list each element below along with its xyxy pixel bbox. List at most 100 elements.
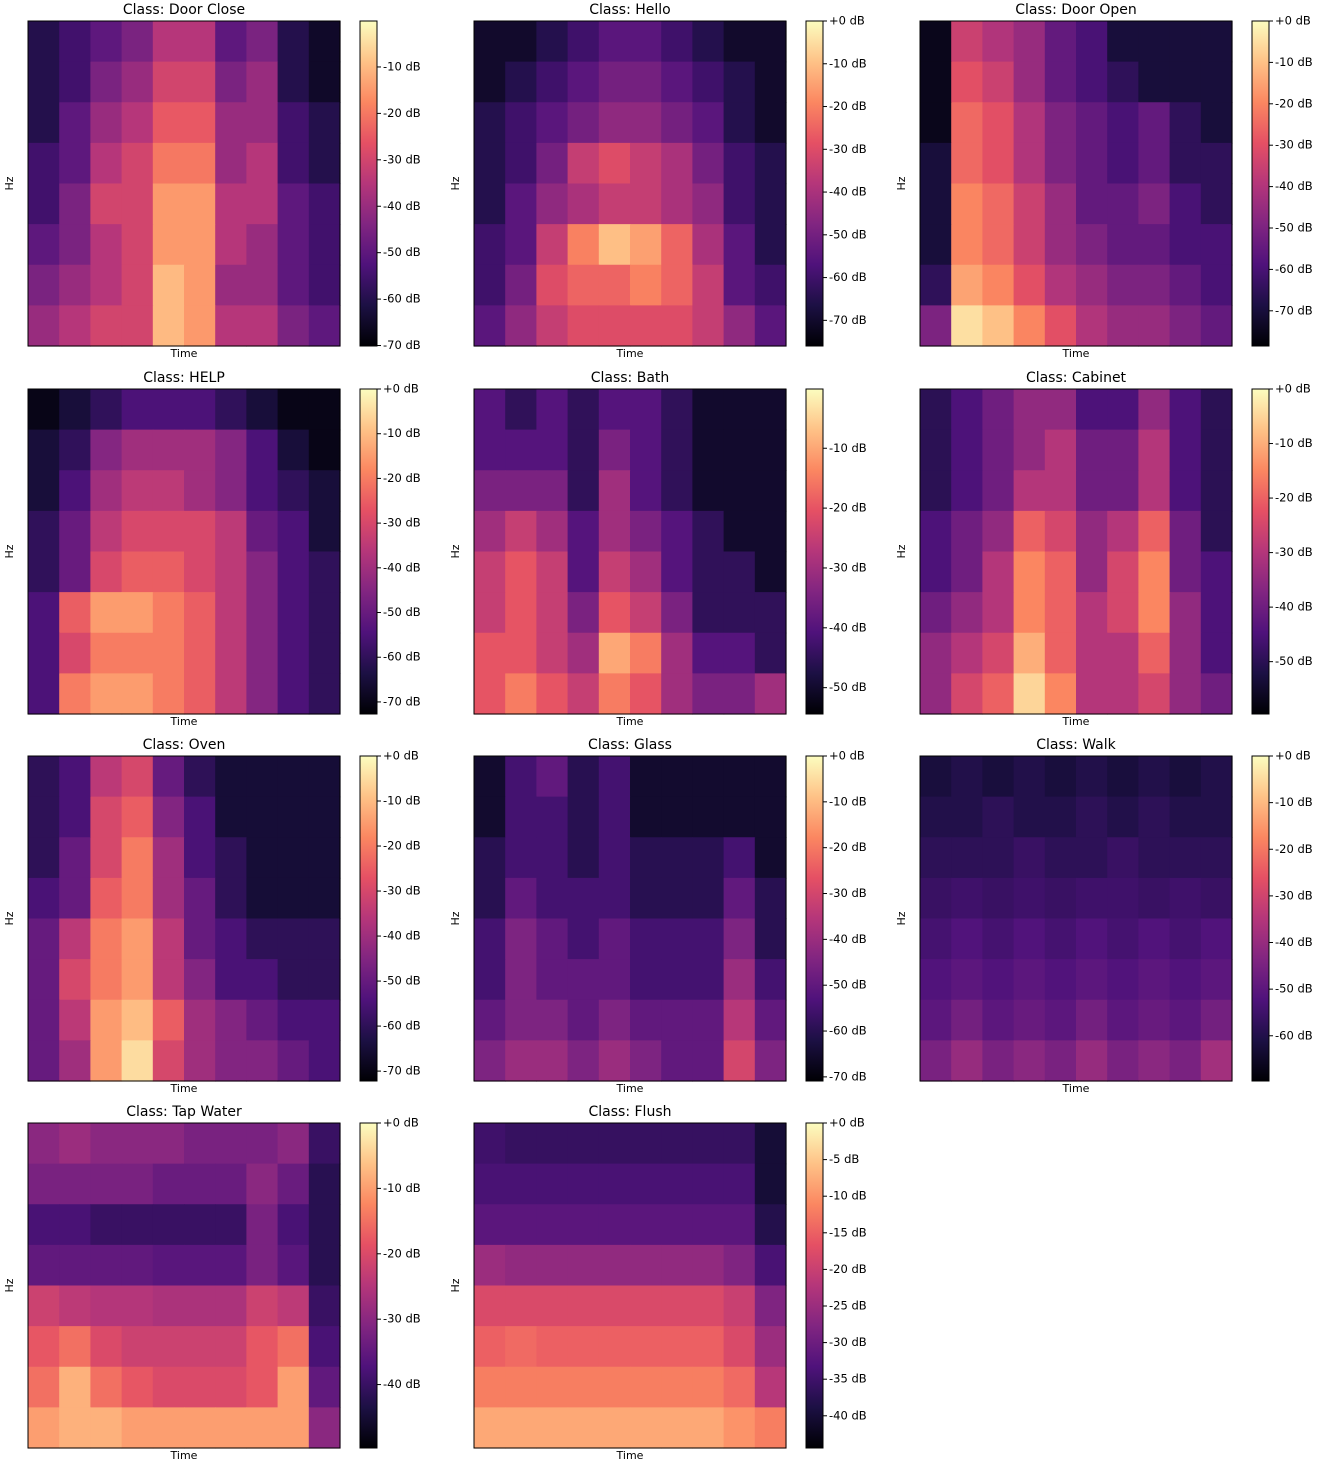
cell [567, 389, 600, 431]
cell [598, 877, 631, 920]
cell [28, 389, 60, 431]
cell [59, 1326, 91, 1368]
cell [661, 1040, 693, 1082]
cell [246, 673, 279, 715]
cell [1200, 61, 1233, 103]
cell [1044, 305, 1077, 347]
cell [1169, 592, 1202, 634]
cell [505, 756, 537, 798]
plot-frame [919, 388, 1233, 715]
cell [1044, 592, 1077, 634]
cell [920, 510, 952, 553]
cell [1107, 673, 1139, 715]
cell [246, 142, 279, 185]
cell [505, 999, 537, 1041]
cell [754, 21, 787, 63]
cell [152, 1366, 185, 1408]
cell [598, 224, 631, 266]
cell [598, 429, 631, 471]
cell [692, 1285, 725, 1327]
cell [1044, 551, 1077, 593]
cell [1200, 224, 1233, 266]
colorbar-tick-label: -20 dB [383, 839, 421, 853]
cell [754, 1326, 787, 1368]
cell [567, 1244, 600, 1287]
cell [692, 1204, 725, 1246]
cell [692, 224, 725, 266]
colorbar-tick-label: -40 dB [829, 185, 867, 199]
cell [246, 1285, 279, 1327]
cell [920, 673, 952, 715]
cell [536, 224, 569, 266]
panel-title: Class: Cabinet [1026, 370, 1127, 386]
cell [505, 1204, 537, 1246]
cell [661, 1366, 693, 1408]
cell [536, 1123, 569, 1165]
cell [184, 264, 216, 306]
cell [982, 1040, 1015, 1082]
colorbar-tick-label: -20 dB [383, 471, 421, 485]
colorbar-tick-label: -40 dB [829, 620, 867, 634]
cell [90, 1123, 123, 1165]
cell [28, 264, 60, 306]
cell [277, 1366, 310, 1408]
cell [723, 1285, 756, 1327]
cell [246, 305, 279, 347]
cell [536, 673, 569, 715]
cell [754, 1204, 787, 1246]
cell [630, 305, 662, 347]
colorbar-tick-label: -20 dB [1275, 96, 1313, 110]
cell [598, 837, 631, 879]
y-axis-label: Hz [449, 911, 462, 925]
cell [90, 551, 123, 593]
cell [951, 756, 983, 798]
cell [920, 877, 952, 920]
cell [630, 61, 662, 103]
cell [1107, 470, 1139, 512]
cell [184, 918, 216, 960]
cell [28, 1040, 60, 1082]
cell [28, 470, 60, 512]
cell [246, 61, 279, 103]
cell [951, 21, 983, 63]
cell [1169, 877, 1202, 920]
cell [1138, 510, 1171, 553]
cell [661, 999, 693, 1041]
cell [184, 389, 216, 431]
cell [1107, 510, 1139, 553]
colorbar-tick-label: -30 dB [829, 886, 867, 900]
cell [308, 837, 341, 879]
cell [598, 999, 631, 1041]
cell [723, 305, 756, 347]
cell [1076, 224, 1108, 266]
cell [1107, 837, 1139, 879]
cell [121, 837, 154, 879]
cell [184, 1040, 216, 1082]
cell [1076, 837, 1108, 879]
colorbar [1251, 388, 1270, 715]
cell [277, 959, 310, 1001]
cell [121, 183, 154, 225]
cell [1013, 305, 1046, 347]
cell [59, 756, 91, 798]
cell [308, 1040, 341, 1082]
cell [246, 470, 279, 512]
cell [661, 102, 693, 144]
cell [1107, 21, 1139, 63]
colorbar-tick-label: +0 dB [829, 749, 865, 763]
cell [1107, 1040, 1139, 1082]
cell [598, 389, 631, 431]
cell [277, 837, 310, 879]
cell [982, 183, 1015, 225]
cell [59, 224, 91, 266]
cell [598, 1407, 631, 1449]
cell [536, 837, 569, 879]
cell [474, 1285, 506, 1327]
cell [754, 470, 787, 512]
cell [90, 61, 123, 103]
cell [184, 592, 216, 634]
cell [1107, 796, 1139, 838]
cell [754, 1040, 787, 1082]
cell [692, 756, 725, 798]
colorbar-tick-label: -70 dB [383, 1064, 421, 1078]
